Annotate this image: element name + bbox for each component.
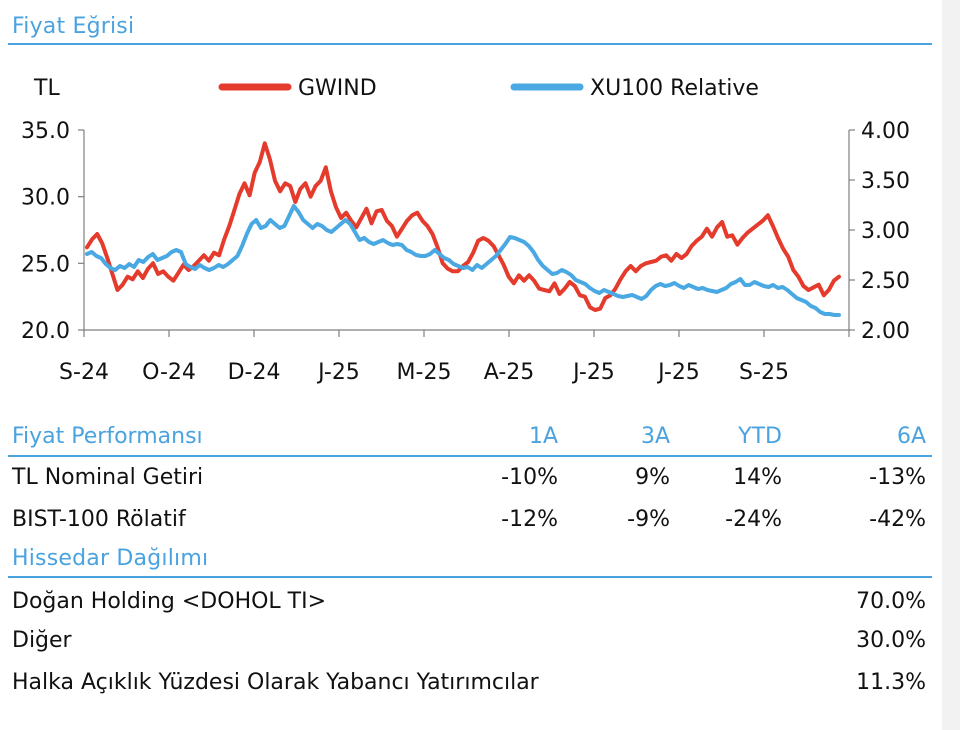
shareholder-row-value: 11.3% [856,670,926,695]
section-divider [8,43,932,45]
y-left-tick-label: 30.0 [21,186,70,211]
x-tick-label: A-25 [484,360,535,385]
y-left-tick-label: 20.0 [21,319,70,344]
x-tick-label: O-24 [142,360,196,385]
y-left-unit-label: TL [33,76,60,101]
series-line-gwind [85,141,841,312]
y-left-tick-label: 25.0 [21,252,70,277]
chart-series [85,141,841,317]
y-right-tick-label: 3.00 [861,219,910,244]
x-tick-label: S-24 [59,360,109,385]
performance-title: Fiyat Performansı [12,424,203,449]
perf-cell: -24% [725,507,782,532]
perf-cell: -12% [501,507,558,532]
shareholders-divider [8,576,932,578]
shareholder-row-label: Diğer [12,628,72,653]
x-tick-label: S-25 [739,360,789,385]
perf-col-6a: 6A [896,424,926,449]
perf-col-1a: 1A [528,424,558,449]
page-edge-strip [942,0,960,730]
perf-cell: 9% [635,465,670,490]
chart-legend: GWIND XU100 Relative [218,76,759,101]
x-tick-label: J-25 [316,360,360,385]
legend-label: XU100 Relative [590,76,759,101]
perf-cell: -10% [501,465,558,490]
x-tick-label: J-25 [571,360,615,385]
perf-row-label: BIST-100 Rölatif [12,507,186,532]
shareholder-row-value: 70.0% [856,589,926,614]
y-right-tick-label: 4.00 [861,119,910,144]
perf-cell: -13% [869,465,926,490]
shareholder-row-value: 30.0% [856,628,926,653]
shareholders-title: Hissedar Dağılımı [12,546,209,571]
legend-label: GWIND [298,76,377,101]
performance-divider [8,455,932,457]
price-chart: 20.0 25.0 30.0 35.0 2.00 2.50 3.00 3.50 4.00 S-24… [21,76,910,385]
perf-col-3a: 3A [640,424,670,449]
x-tick-label: M-25 [397,360,452,385]
perf-col-ytd: YTD [738,424,782,449]
section-title-price-curve: Fiyat Eğrisi [12,14,135,39]
x-tick-label: J-25 [656,360,700,385]
shareholder-row-label: Halka Açıklık Yüzdesi Olarak Yabancı Yat… [12,670,539,695]
series-line-xu100-relative [85,204,841,317]
y-right-tick-label: 3.50 [861,169,910,194]
y-right-tick-label: 2.50 [861,269,910,294]
x-tick-label: D-24 [228,360,281,385]
shareholder-row-label: Doğan Holding <DOHOL TI> [12,589,327,614]
perf-cell: -42% [869,507,926,532]
perf-row-label: TL Nominal Getiri [12,465,204,490]
perf-cell: -9% [627,507,670,532]
y-left-tick-label: 35.0 [21,119,70,144]
perf-cell: 14% [733,465,782,490]
chart-axes: 20.0 25.0 30.0 35.0 2.00 2.50 3.00 3.50 4.00 S-24… [21,76,910,385]
y-right-tick-label: 2.00 [861,319,910,344]
